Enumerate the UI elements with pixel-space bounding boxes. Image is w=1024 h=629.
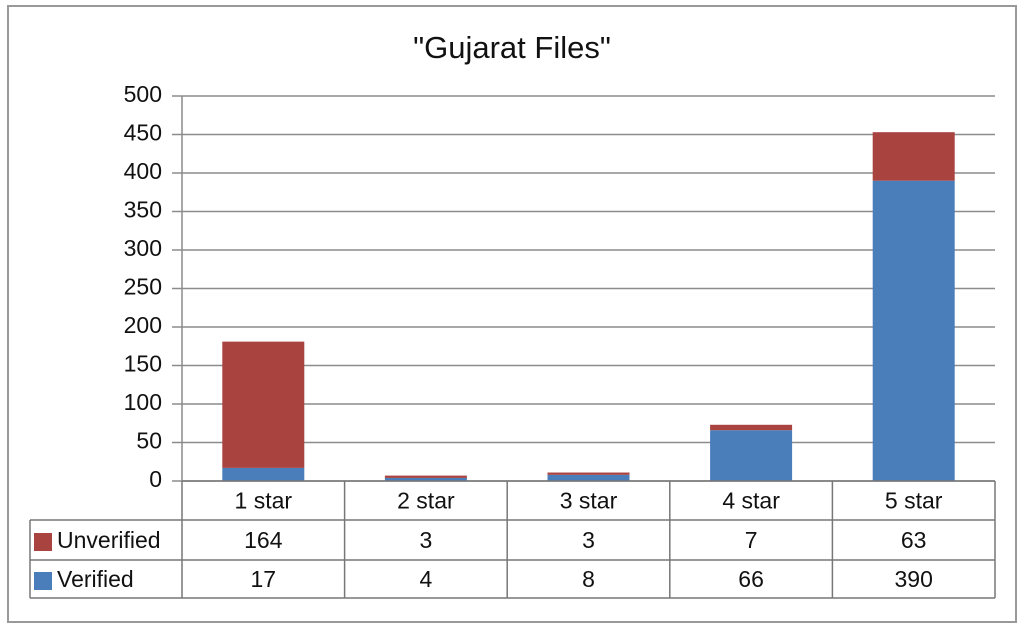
y-tick-label: 50 <box>136 428 162 454</box>
legend-label: Verified <box>57 566 134 592</box>
bar-segment <box>710 430 793 481</box>
table-value: 3 <box>420 527 433 553</box>
table-value: 7 <box>745 527 758 553</box>
table-value: 164 <box>244 527 283 553</box>
bar-segment <box>547 474 630 481</box>
legend-swatch <box>34 533 52 551</box>
y-tick-label: 200 <box>124 312 162 338</box>
bar-segment <box>222 467 305 481</box>
y-tick-label: 150 <box>124 351 162 377</box>
bar-segment <box>384 475 467 478</box>
y-tick-label: 450 <box>124 120 162 146</box>
x-tick-label: 3 star <box>560 488 618 514</box>
x-tick-label: 1 star <box>235 488 293 514</box>
y-tick-label: 250 <box>124 274 162 300</box>
y-tick-label: 100 <box>124 389 162 415</box>
x-tick-label: 5 star <box>885 488 943 514</box>
table-value: 4 <box>420 566 433 592</box>
y-tick-label: 300 <box>124 235 162 261</box>
x-tick-label: 2 star <box>397 488 455 514</box>
bar-segment <box>384 477 467 481</box>
legend-label: Unverified <box>57 527 161 553</box>
y-tick-label: 350 <box>124 197 162 223</box>
table-value: 3 <box>582 527 595 553</box>
y-tick-label: 500 <box>124 81 162 107</box>
bar-segment <box>872 180 955 481</box>
legend-swatch <box>34 572 52 590</box>
table-value: 63 <box>901 527 927 553</box>
table-value: 17 <box>251 566 277 592</box>
bar-segment <box>547 472 630 475</box>
y-tick-label: 400 <box>124 158 162 184</box>
bar-segment <box>710 424 793 431</box>
table-value: 390 <box>895 566 933 592</box>
x-tick-label: 4 star <box>722 488 780 514</box>
bar-segment <box>872 132 955 181</box>
bar-segment <box>222 341 305 468</box>
chart-title: "Gujarat Files" <box>413 30 611 65</box>
y-tick-label: 0 <box>149 466 162 492</box>
table-value: 8 <box>582 566 595 592</box>
table-value: 66 <box>738 566 764 592</box>
